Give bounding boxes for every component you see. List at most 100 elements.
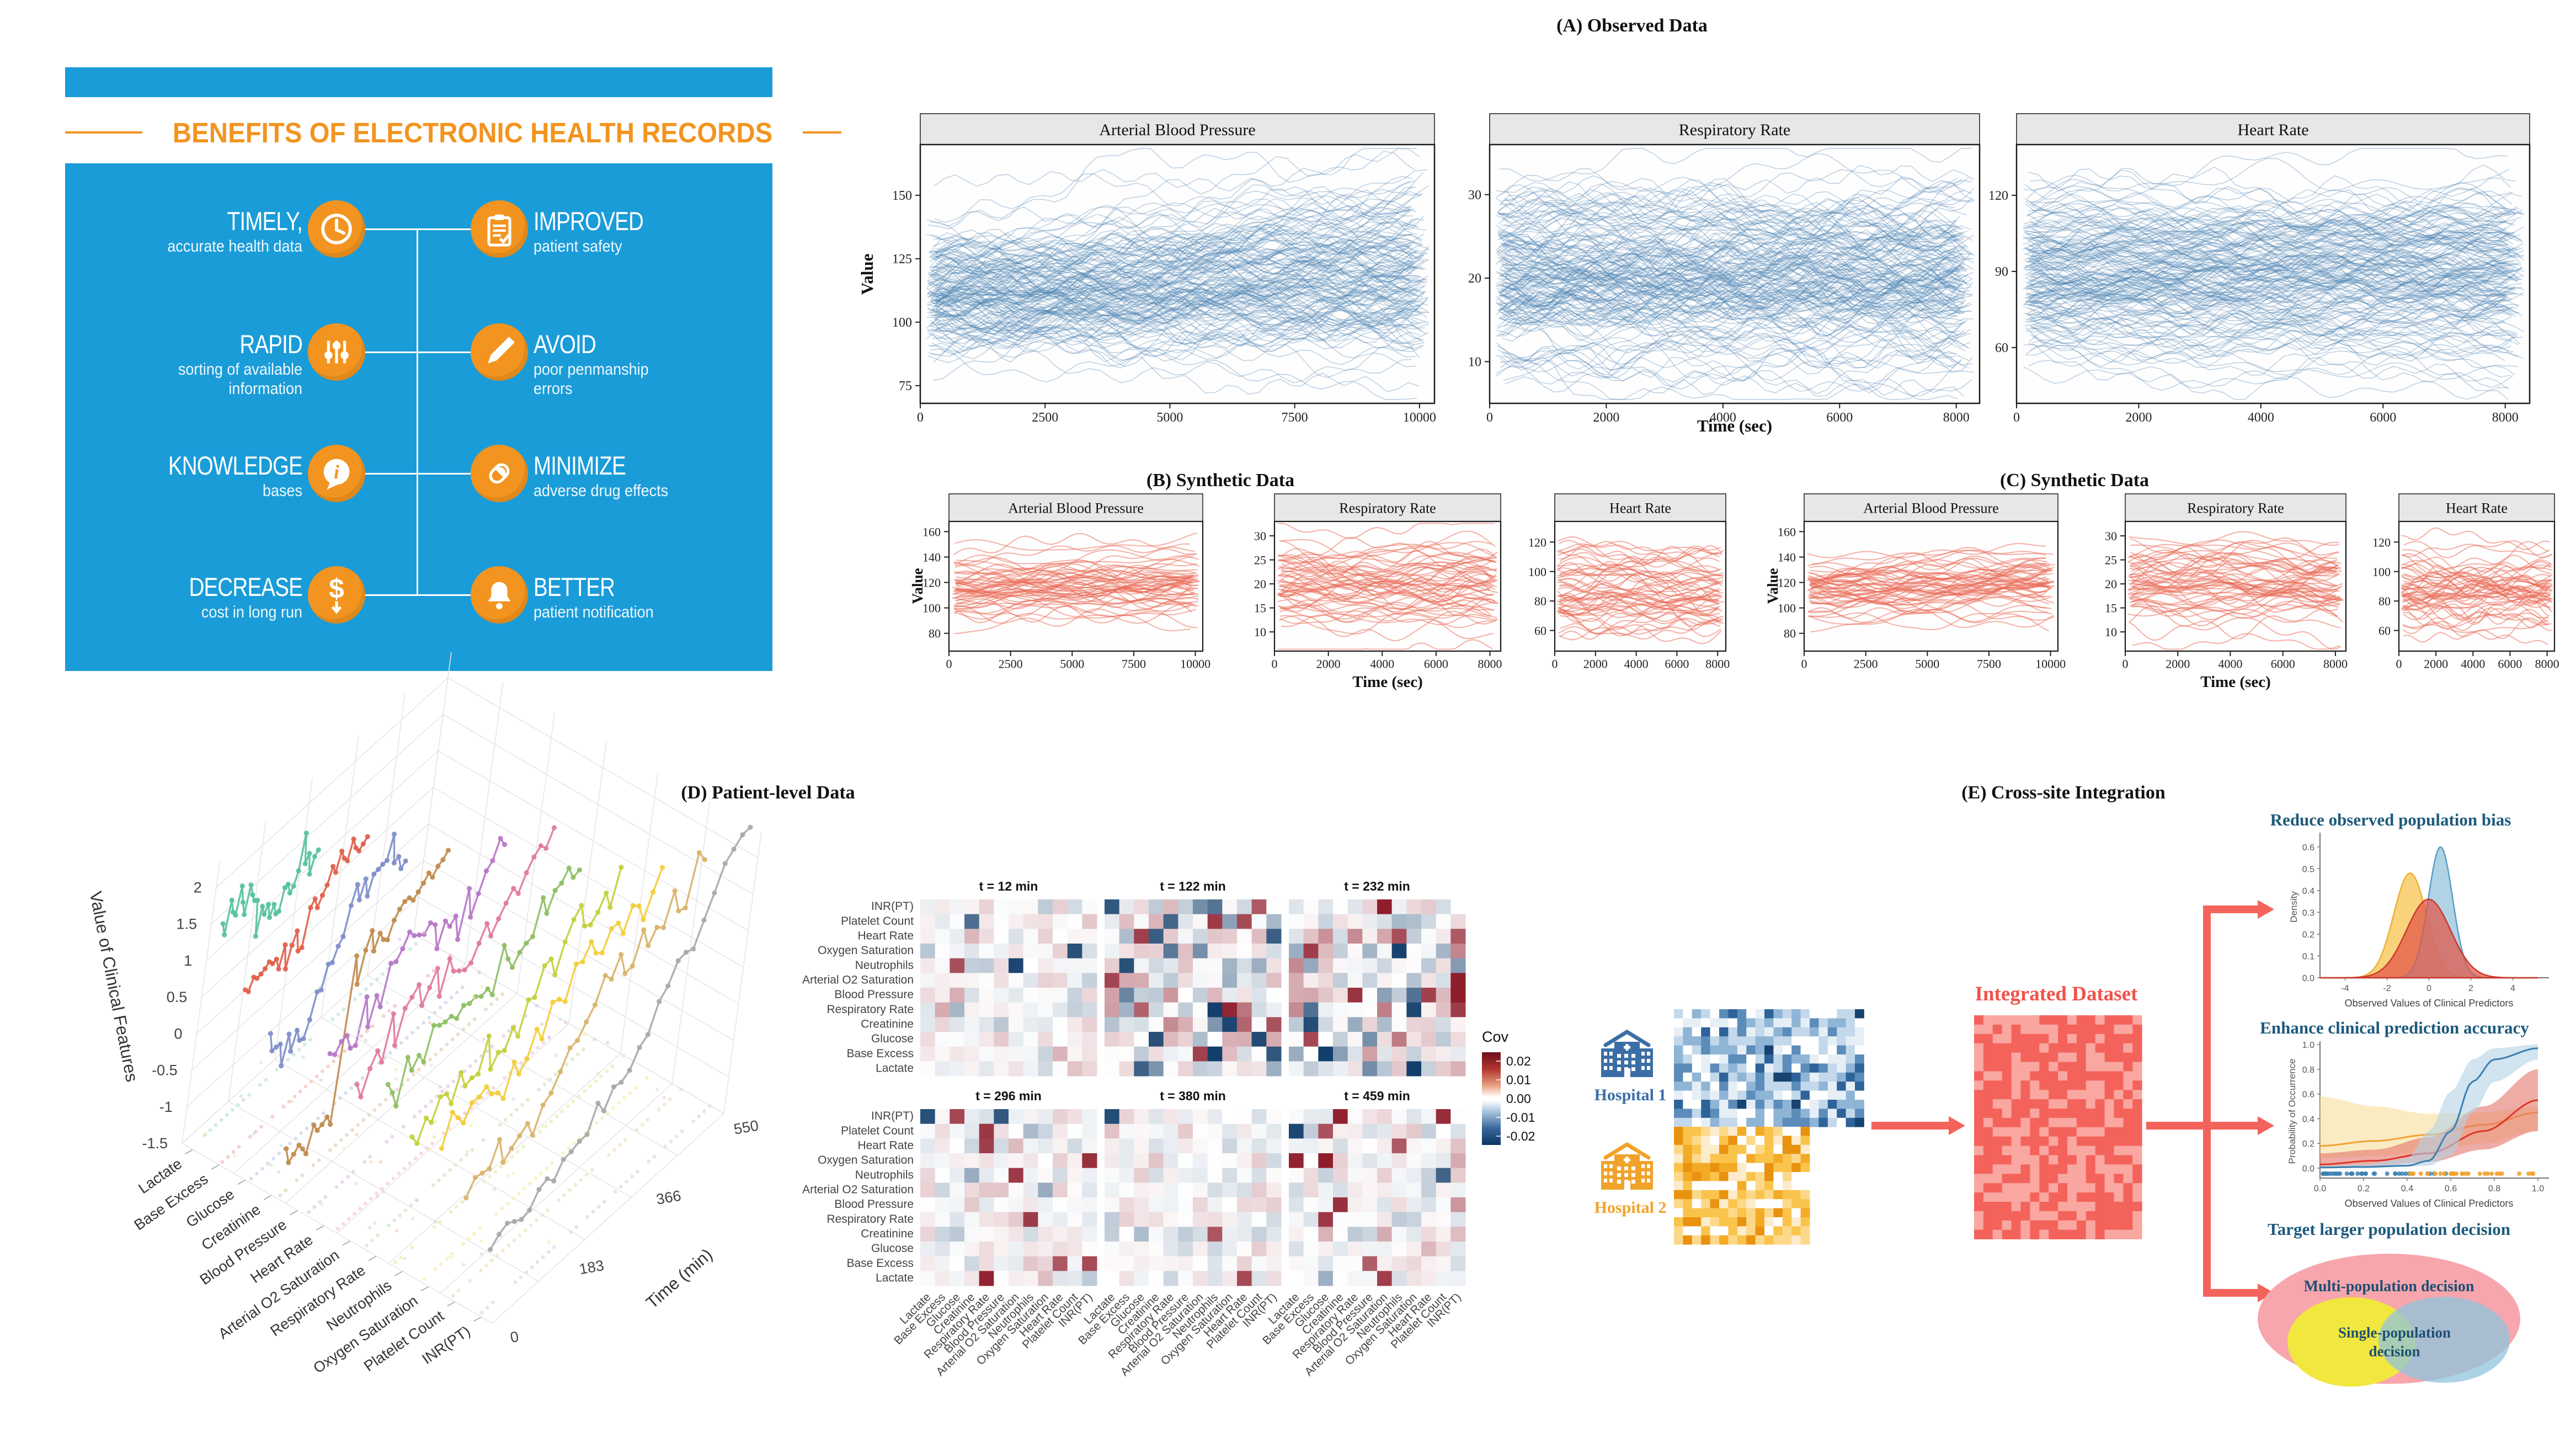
floor-dot [606,1111,610,1115]
series-marker [300,1146,305,1152]
tick-label: 0 [917,411,924,425]
floor-dot [515,1149,520,1154]
series-marker [391,860,397,866]
floor-dot [500,992,505,997]
cov-cell [1333,1182,1348,1198]
series-line [2024,203,2511,239]
cov-cell [1406,1182,1422,1198]
series-marker [462,967,467,973]
cov-cell [1082,1227,1097,1242]
cov-cell [1222,1061,1238,1077]
cov-cell [1377,1168,1393,1183]
cov-cell [1053,1242,1068,1257]
series-marker [566,865,572,871]
cov-cell [994,1182,1009,1198]
tick-label: 20 [1468,271,1481,286]
floor-dot [204,1132,208,1136]
series-line [1810,573,2050,593]
cov-cell [1149,1002,1164,1018]
cov-cell [979,944,994,959]
floor-dot [480,985,484,989]
cov-cell [1391,1168,1407,1183]
cov-cell [1318,944,1334,959]
series-marker [407,929,413,935]
series-line [1559,556,1721,576]
grid-line [211,714,444,925]
series-line [1498,241,1966,311]
series-line [936,209,1410,297]
clock-icon [308,200,365,258]
tick-label: 80 [2378,594,2391,608]
series-line [2130,540,2337,568]
cov-cell [1009,1123,1024,1139]
series-line [1495,276,1965,332]
cov-cell [1377,1153,1393,1169]
time-axis-title: Time (min) [642,1245,716,1313]
cov-cell [1289,1153,1304,1169]
series-line [930,198,1414,268]
floor-dot [511,1196,515,1201]
series-line [1499,270,1969,339]
tick-label: -2 [2383,984,2391,993]
tick-label: 4000 [1710,411,1736,425]
cov-cell [979,1138,994,1154]
cov-cell [1082,1197,1097,1213]
series-line [2026,244,2508,301]
series-line [1498,181,1960,251]
tick-label: 30 [1468,188,1481,203]
cov-cell [1266,973,1282,988]
cov-cell [1134,1212,1149,1227]
series-line [1498,289,1971,340]
floor-dot [543,1125,548,1128]
cov-cell [1237,929,1252,944]
cov-cell [1193,1017,1208,1032]
cov-cell [1038,1153,1053,1169]
series-marker [233,912,238,918]
series-line [1496,257,1961,323]
series-line [929,246,1417,327]
cov-cell [950,944,965,959]
series-line [932,290,1415,349]
series-marker [435,864,441,869]
series-line [2402,609,2548,630]
floor-dot [470,1148,474,1152]
series-marker [279,1063,284,1069]
series-line [929,310,1420,369]
cov-cell [1207,958,1223,973]
cov-cell [950,1197,965,1213]
cov-cell [1421,1256,1437,1271]
series-line [2028,308,2525,351]
heatmap-row-label: Glucose [871,1242,914,1255]
cov-cell [1149,899,1164,915]
series-line [1557,578,1720,605]
series-marker [274,956,279,962]
cov-cell [1163,929,1178,944]
floor-dot [573,1183,578,1187]
series-line [955,569,1193,593]
series-marker [488,933,494,939]
series-line [1497,294,1958,354]
cov-cell [1105,929,1120,944]
series-line [929,203,1412,278]
floor-dot [432,1225,436,1229]
series-line [1498,262,1961,311]
floor-dot [478,1227,482,1231]
cov-cell [1362,1168,1378,1183]
tick-label: 6000 [2498,657,2522,671]
cov-cell [1023,1242,1038,1257]
infographic-title: BENEFITS OF ELECTRONIC HEALTH RECORDS [172,116,773,148]
floor-dot [434,1120,438,1123]
floor-dot [391,1176,396,1181]
series-line [1500,256,1960,317]
series-line [2401,573,2552,590]
series-marker [530,934,536,939]
cov-cell [1038,1271,1053,1286]
cov-cell [1082,1109,1097,1125]
tick-label: 6000 [2271,657,2295,671]
series-marker [534,1026,540,1032]
series-marker [250,892,255,898]
cov-cell [1119,1153,1134,1169]
series-line [1496,303,1974,374]
series-line [1502,247,1956,279]
